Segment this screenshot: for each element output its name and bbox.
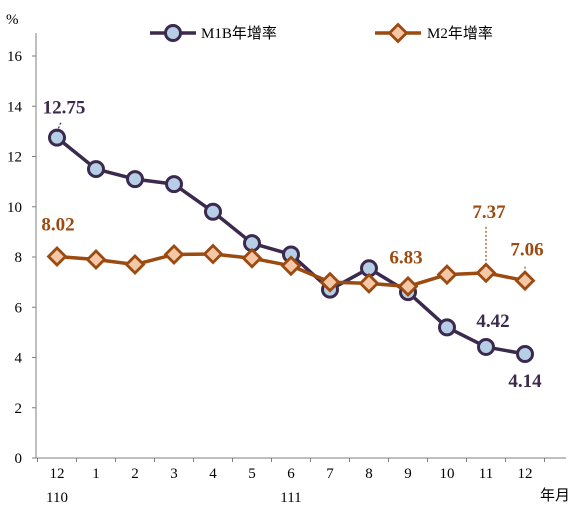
diamond-marker xyxy=(397,275,419,297)
x-tick-label: 10 xyxy=(440,466,455,482)
diamond-marker xyxy=(319,271,341,293)
legend-label: M2年增率 xyxy=(427,25,493,42)
y-tick-label: 10 xyxy=(7,200,22,216)
data-label: 12.75 xyxy=(43,98,86,119)
legend-label: M1B年增率 xyxy=(201,25,277,42)
y-tick-label: 6 xyxy=(15,300,23,316)
diamond-marker xyxy=(124,254,146,276)
y-axis-unit-label: % xyxy=(6,12,19,28)
circle-marker xyxy=(516,344,534,363)
data-label: 4.42 xyxy=(476,311,509,332)
x-tick-label: 12 xyxy=(50,466,65,482)
x-tick-label: 4 xyxy=(209,466,217,482)
data-label: 7.06 xyxy=(510,240,543,261)
legend-circle-marker xyxy=(164,24,182,42)
diamond-marker xyxy=(163,244,185,265)
y-tick-label: 8 xyxy=(15,250,23,266)
y-tick-label: 0 xyxy=(15,451,23,467)
x-tick-label: 7 xyxy=(326,466,334,482)
x-tick-label: 5 xyxy=(248,466,256,482)
legend-item: M1B年增率 xyxy=(150,24,277,42)
y-tick-label: 14 xyxy=(7,99,23,115)
diamond-marker xyxy=(280,255,302,277)
x-tick-label: 12 xyxy=(518,466,533,482)
data-label: 7.37 xyxy=(472,202,506,223)
x-tick-label: 1 xyxy=(92,466,100,482)
x-tick-label: 9 xyxy=(404,466,412,482)
diamond-marker xyxy=(46,246,68,267)
legend-diamond-marker xyxy=(387,22,409,44)
x-tick-label: 3 xyxy=(170,466,178,482)
x-tick-label: 8 xyxy=(365,466,373,482)
x-tick-label: 2 xyxy=(131,466,139,482)
x-axis-unit-label: 年月 xyxy=(540,487,570,504)
data-label: 8.02 xyxy=(41,214,74,235)
data-label: 4.14 xyxy=(508,371,542,392)
x-year-label: 111 xyxy=(280,490,301,506)
x-year-label: 110 xyxy=(46,490,68,506)
circle-marker xyxy=(48,128,66,147)
diamond-marker xyxy=(514,270,536,292)
diamond-marker xyxy=(202,243,224,265)
chart-legend: M1B年增率 M2年增率 xyxy=(150,22,493,44)
chart-data-labels: 12.75 4.42 4.14 8.02 6.83 7.377.06 xyxy=(41,98,543,392)
circle-marker xyxy=(477,337,495,356)
diamond-marker xyxy=(436,264,458,286)
circle-marker xyxy=(87,160,105,179)
series-m2 xyxy=(46,243,536,297)
diamond-marker xyxy=(85,249,107,270)
x-tick-label: 6 xyxy=(287,466,295,482)
chart-axes xyxy=(35,33,566,459)
series-m1b xyxy=(48,128,534,363)
circle-marker xyxy=(126,170,144,189)
diamond-marker xyxy=(358,272,380,294)
x-tick-label: 11 xyxy=(479,466,493,482)
circle-marker xyxy=(438,318,456,337)
circle-marker xyxy=(165,175,183,194)
y-tick-label: 12 xyxy=(7,150,22,166)
y-tick-label: 2 xyxy=(15,401,23,417)
diamond-marker xyxy=(475,262,497,284)
diamond-marker xyxy=(241,247,263,269)
y-tick-label: 16 xyxy=(7,49,23,65)
data-label-leader xyxy=(56,121,62,133)
legend-item: M2年增率 xyxy=(375,22,493,44)
data-label: 6.83 xyxy=(389,247,422,268)
chart-series xyxy=(46,128,536,363)
y-tick-label: 4 xyxy=(15,351,23,367)
circle-marker xyxy=(204,202,222,221)
